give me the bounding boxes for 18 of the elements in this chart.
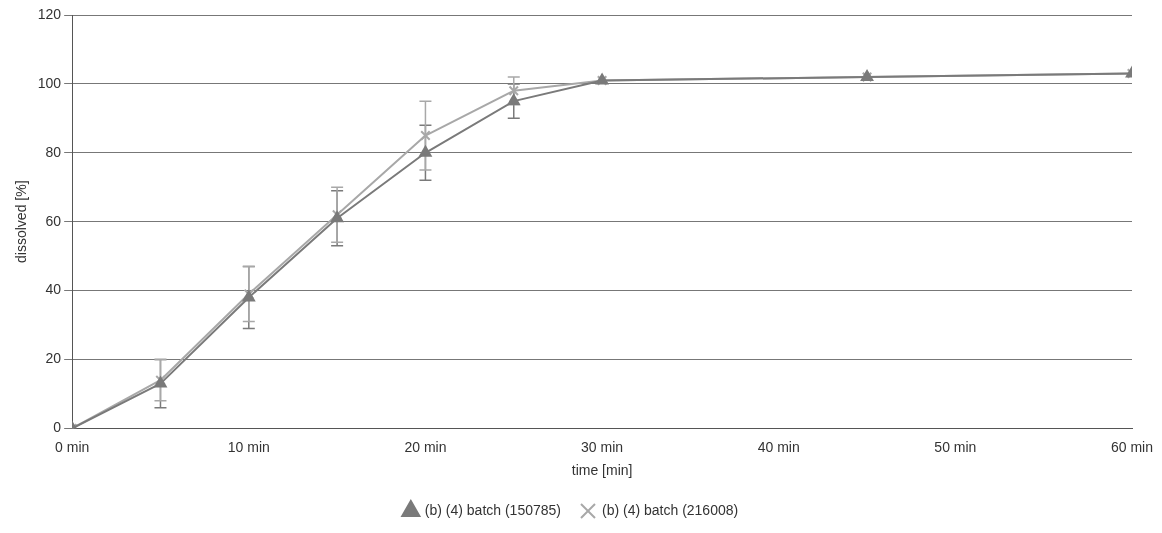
y-tick-label: 40 [45,281,62,298]
y-tick-label: 60 [45,212,62,229]
x-tick-label: 50 min [934,438,977,455]
x-tick-label: 20 min [404,438,447,455]
y-tick-label: 80 [45,143,62,160]
x-tick-label: 40 min [757,438,800,455]
x-tick-label: 60 min [1110,438,1154,455]
legend-label: (b) (4) batch (216008) [602,501,739,518]
y-tick-label: 120 [37,5,62,22]
x-tick-label: 10 min [227,438,270,455]
legend-label: (b) (4) batch (150785) [424,501,562,518]
x-tick-label: 0 min [55,438,90,455]
y-tick-label: 100 [37,74,62,91]
x-axis-title: time [min] [571,462,633,479]
y-tick-label: 20 [45,350,62,367]
x-tick-label: 30 min [581,438,624,455]
y-axis-title: dissolved [%] [13,180,30,263]
y-tick-label: 0 [53,419,62,436]
